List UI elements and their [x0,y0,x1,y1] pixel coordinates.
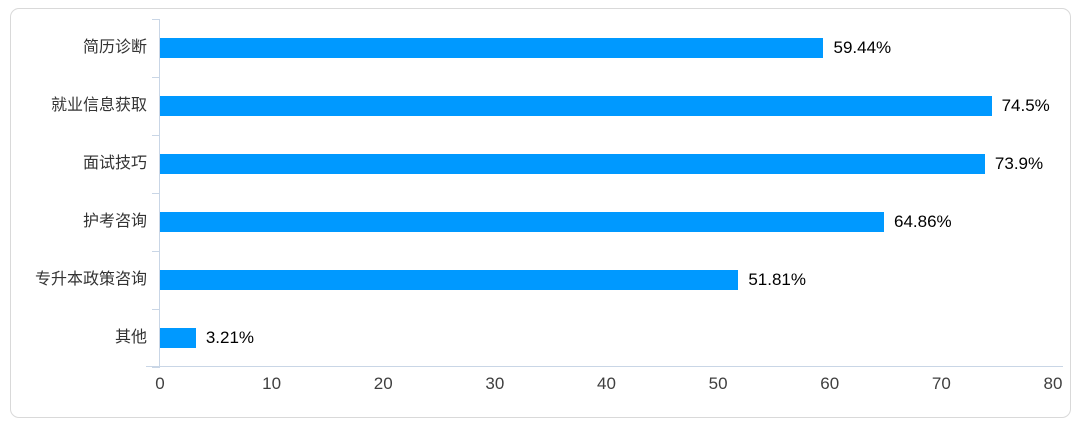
category-label-job-info: 就业信息获取 [50,97,147,114]
y-axis-tick [152,77,160,78]
category-label-resume-diagnosis: 简历诊断 [82,39,147,56]
y-axis-tick [152,19,160,20]
x-tick-label: 20 [373,374,393,393]
bar-value-label: 74.5% [1001,96,1050,115]
bar-row: 51.81% [160,251,1053,309]
bar-upgrade-policy [160,270,739,290]
x-tick-label: 30 [485,374,505,393]
category-label-nursing-exam: 护考咨询 [82,213,147,230]
bar-value-label: 59.44% [833,38,892,57]
x-tick-label: 80 [1043,374,1063,393]
bar-value-label: 51.81% [748,270,806,289]
y-axis-tick [152,309,160,310]
bar-value-label: 3.21% [205,328,255,347]
bar-resume-diagnosis [160,38,824,58]
bar-row: 59.44% [160,19,1053,77]
x-tick-label: 70 [931,374,951,393]
x-axis-line [146,366,1063,367]
x-tick-label: 40 [597,374,616,393]
x-tick-label: 0 [155,374,165,393]
x-tick-label: 60 [820,374,840,393]
y-axis-tick [152,193,160,194]
bar-job-info [160,96,992,116]
bar-row: 74.5% [160,77,1053,135]
bar-row: 3.21% [160,309,1053,367]
x-tick-label: 10 [262,374,282,393]
x-tick-label: 50 [708,374,728,393]
bar-value-label: 64.86% [893,212,952,231]
bar-row: 64.86% [160,193,1053,251]
bar-other [160,328,196,348]
bar-value-label: 73.9% [994,154,1044,173]
y-axis-tick [152,367,160,368]
category-label-other: 其他 [114,329,147,346]
category-label-upgrade-policy: 专升本政策咨询 [34,271,147,288]
bar-nursing-exam [160,212,884,232]
bar-row: 73.9% [160,135,1053,193]
category-label-interview-skills: 面试技巧 [82,155,147,172]
bar-interview-skills [160,154,985,174]
y-axis-tick [152,251,160,252]
y-axis-tick [152,135,160,136]
